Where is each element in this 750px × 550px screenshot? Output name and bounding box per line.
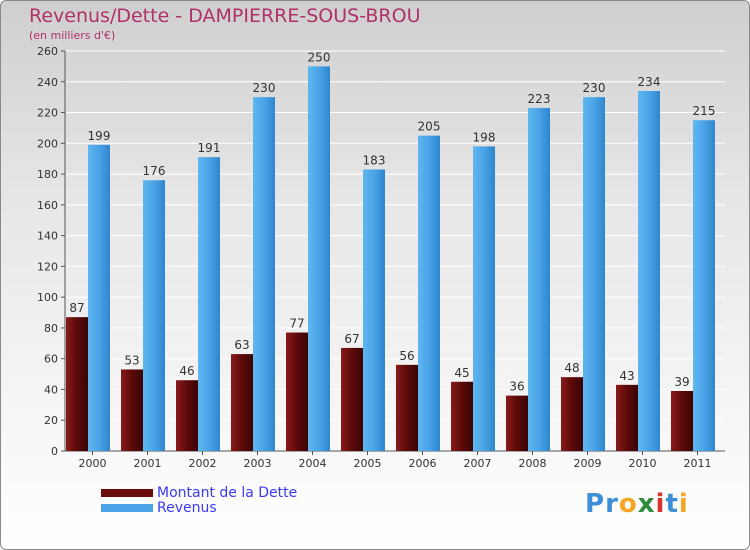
bar-dette xyxy=(561,377,583,451)
bar-dette xyxy=(231,354,253,451)
bar-revenus xyxy=(418,135,440,451)
bar-revenus xyxy=(638,91,660,451)
bar-dette xyxy=(616,384,638,451)
bar-revenus xyxy=(473,146,495,451)
data-label-dette: 39 xyxy=(674,375,689,389)
bar-revenus xyxy=(583,97,605,452)
y-tick-label: 140 xyxy=(37,230,58,243)
y-tick-label: 180 xyxy=(37,168,58,181)
bar-dette xyxy=(341,347,363,451)
legend-swatch-dette xyxy=(101,489,153,497)
y-tick-label: 160 xyxy=(37,199,58,212)
logo-letter: r xyxy=(605,489,619,519)
y-tick-label: 220 xyxy=(37,107,58,120)
bar-revenus xyxy=(363,169,385,451)
bar-dette xyxy=(451,381,473,451)
bar-dette xyxy=(396,364,418,451)
logo-letter: o xyxy=(618,489,638,519)
x-tick-label: 2010 xyxy=(629,457,657,470)
data-label-revenus: 191 xyxy=(198,141,221,155)
data-label-dette: 87 xyxy=(69,301,84,315)
bar-dette xyxy=(286,332,308,451)
bar-revenus xyxy=(253,97,275,452)
data-label-dette: 46 xyxy=(179,364,194,378)
logo-letter: i xyxy=(678,489,689,519)
legend-label-dette: Montant de la Dette xyxy=(157,485,298,501)
data-label-dette: 56 xyxy=(399,349,414,363)
y-tick-label: 40 xyxy=(44,383,58,396)
data-label-dette: 45 xyxy=(454,366,469,380)
proxiti-logo: Proxiti xyxy=(585,489,689,519)
chart-subtitle: (en milliers d'€) xyxy=(29,29,116,42)
x-tick-label: 2000 xyxy=(79,457,107,470)
y-tick-label: 100 xyxy=(37,291,58,304)
bar-revenus xyxy=(308,66,330,451)
data-label-dette: 77 xyxy=(289,317,304,331)
x-tick-label: 2006 xyxy=(409,457,437,470)
data-label-dette: 48 xyxy=(564,361,579,375)
y-tick-label: 20 xyxy=(44,414,58,427)
y-tick-label: 200 xyxy=(37,137,58,150)
data-label-revenus: 183 xyxy=(363,153,386,167)
bar-dette xyxy=(671,391,693,451)
data-label-revenus: 199 xyxy=(88,129,111,143)
x-tick-label: 2005 xyxy=(354,457,382,470)
y-tick-label: 260 xyxy=(37,45,58,58)
data-label-revenus: 230 xyxy=(253,81,276,95)
bar-revenus xyxy=(88,144,110,451)
x-tick-label: 2009 xyxy=(574,457,602,470)
bar-revenus xyxy=(143,180,165,451)
logo-letter: t xyxy=(665,489,679,519)
logo-letter: P xyxy=(585,489,606,519)
bar-revenus xyxy=(198,157,220,451)
data-label-dette: 36 xyxy=(509,380,524,394)
chart-title: Revenus/Dette - DAMPIERRE-SOUS-BROU xyxy=(29,5,421,27)
bar-revenus xyxy=(693,120,715,451)
data-label-revenus: 223 xyxy=(528,92,551,106)
bar-dette xyxy=(66,317,88,451)
data-label-revenus: 230 xyxy=(583,81,606,95)
data-label-revenus: 198 xyxy=(473,130,496,144)
data-label-revenus: 234 xyxy=(638,75,661,89)
x-tick-label: 2008 xyxy=(519,457,547,470)
x-tick-label: 2001 xyxy=(134,457,162,470)
bar-dette xyxy=(506,395,528,451)
legend-swatch-revenus xyxy=(101,504,153,512)
data-label-revenus: 205 xyxy=(418,120,441,134)
x-tick-label: 2002 xyxy=(189,457,217,470)
data-label-revenus: 176 xyxy=(143,164,166,178)
bar-dette xyxy=(121,369,143,451)
x-tick-label: 2004 xyxy=(299,457,327,470)
logo-letter: x xyxy=(637,489,656,519)
bar-revenus xyxy=(528,107,550,451)
bar-dette xyxy=(176,380,198,451)
y-tick-label: 240 xyxy=(37,76,58,89)
data-label-dette: 43 xyxy=(619,369,634,383)
legend-label-revenus: Revenus xyxy=(157,500,217,516)
data-label-dette: 63 xyxy=(234,338,249,352)
data-label-dette: 53 xyxy=(124,353,139,367)
y-tick-label: 80 xyxy=(44,322,58,335)
data-label-revenus: 215 xyxy=(693,104,716,118)
y-tick-label: 60 xyxy=(44,353,58,366)
x-tick-label: 2011 xyxy=(684,457,712,470)
y-tick-label: 120 xyxy=(37,260,58,273)
y-tick-label: 0 xyxy=(51,445,58,458)
x-tick-label: 2007 xyxy=(464,457,492,470)
logo-letter: i xyxy=(655,489,666,519)
data-label-revenus: 250 xyxy=(308,50,331,64)
x-tick-label: 2003 xyxy=(244,457,272,470)
data-label-dette: 67 xyxy=(344,332,359,346)
